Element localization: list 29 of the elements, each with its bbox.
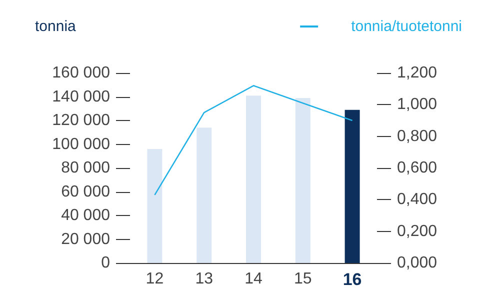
bar: [344, 110, 360, 263]
y-tick-label: 120 000: [52, 112, 110, 129]
x-tick-label: 12: [146, 270, 164, 288]
y-axis-title: tonnia: [35, 18, 77, 35]
x-tick-label: 15: [294, 270, 312, 288]
y2-tick-label: 1,000: [397, 96, 438, 114]
y2-tick-label: 0,200: [397, 222, 438, 240]
y-tick-label: 0: [101, 254, 110, 272]
y-tick-label: 20 000: [61, 230, 110, 248]
bar: [246, 96, 261, 263]
bar: [295, 98, 310, 263]
y-tick-label: 140 000: [52, 88, 110, 106]
y-tick-label: 40 000: [61, 207, 110, 224]
bar: [196, 128, 212, 263]
y-tick-label: 60 000: [61, 183, 110, 200]
legend-label: tonnia/tuotetonni: [351, 18, 462, 35]
y-tick-label: 100 000: [52, 136, 110, 153]
x-tick-label: 16: [342, 270, 362, 289]
y2-tick-label: 0,600: [397, 160, 438, 176]
y2-tick-label: 0,800: [397, 128, 438, 145]
y-tick-label: 160 000: [52, 64, 110, 82]
y2-tick-label: 1,200: [397, 64, 438, 82]
x-tick-label: 14: [244, 270, 262, 288]
x-tick-label: 13: [195, 270, 214, 288]
y2-tick-label: 0,000: [397, 254, 438, 272]
y-tick-label: 80 000: [61, 160, 110, 176]
y2-tick-label: 0,400: [397, 191, 438, 208]
line-series: [154, 85, 353, 196]
bar: [147, 149, 162, 263]
